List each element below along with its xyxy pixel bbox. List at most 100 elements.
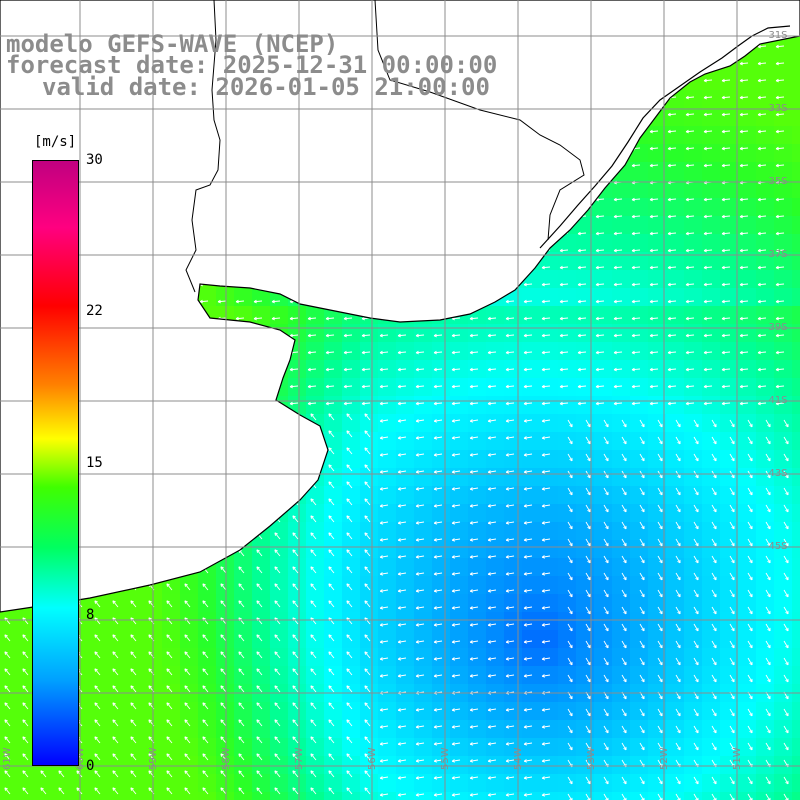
field-cell [648, 738, 666, 756]
field-cell [270, 792, 288, 800]
field-cell [450, 648, 468, 666]
field-cell [630, 288, 648, 306]
field-cell [306, 594, 324, 612]
field-cell [666, 756, 684, 774]
field-cell [468, 756, 486, 774]
field-cell [360, 486, 378, 504]
field-cell [594, 558, 612, 576]
field-cell [234, 720, 252, 738]
field-cell [792, 306, 800, 324]
field-cell [720, 468, 738, 486]
field-cell [540, 504, 558, 522]
field-cell [630, 558, 648, 576]
field-cell [630, 198, 648, 216]
field-cell [522, 468, 540, 486]
field-cell [378, 648, 396, 666]
field-cell [666, 324, 684, 342]
latitude-label: 41S [768, 395, 787, 406]
field-cell [792, 144, 800, 162]
field-cell [306, 792, 324, 800]
field-cell [342, 612, 360, 630]
field-cell [324, 576, 342, 594]
field-cell [414, 540, 432, 558]
field-cell [648, 666, 666, 684]
field-cell [666, 108, 684, 126]
field-cell [180, 666, 198, 684]
field-cell [594, 324, 612, 342]
field-cell [720, 198, 738, 216]
field-cell [792, 198, 800, 216]
field-cell [396, 396, 414, 414]
field-cell [774, 180, 792, 198]
field-cell [234, 756, 252, 774]
field-cell [666, 522, 684, 540]
field-cell [252, 666, 270, 684]
field-cell [558, 288, 576, 306]
field-cell [396, 432, 414, 450]
field-cell [648, 432, 666, 450]
field-cell [576, 720, 594, 738]
field-cell [756, 216, 774, 234]
field-cell [594, 198, 612, 216]
field-cell [774, 594, 792, 612]
field-cell [558, 612, 576, 630]
field-cell [738, 486, 756, 504]
field-cell [288, 306, 306, 324]
field-cell [108, 702, 126, 720]
field-cell [468, 396, 486, 414]
field-cell [504, 468, 522, 486]
field-cell [720, 756, 738, 774]
field-cell [396, 540, 414, 558]
field-cell [486, 792, 504, 800]
field-cell [558, 558, 576, 576]
field-cell [702, 738, 720, 756]
field-cell [342, 378, 360, 396]
field-cell [450, 522, 468, 540]
longitude-label: 55W [440, 747, 451, 770]
field-cell [720, 666, 738, 684]
field-cell [270, 576, 288, 594]
field-cell [594, 522, 612, 540]
field-cell [504, 522, 522, 540]
field-cell [198, 720, 216, 738]
field-cell [432, 630, 450, 648]
field-cell [468, 702, 486, 720]
field-cell [72, 774, 90, 792]
field-cell [756, 630, 774, 648]
field-cell [774, 144, 792, 162]
field-cell [216, 702, 234, 720]
field-cell [234, 576, 252, 594]
field-cell [216, 792, 234, 800]
field-cell [324, 738, 342, 756]
field-cell [540, 648, 558, 666]
field-cell [504, 324, 522, 342]
field-cell [342, 774, 360, 792]
field-cell [540, 792, 558, 800]
field-cell [450, 594, 468, 612]
field-cell [720, 648, 738, 666]
field-cell [576, 594, 594, 612]
field-cell [396, 792, 414, 800]
field-cell [738, 216, 756, 234]
field-cell [612, 648, 630, 666]
field-cell [576, 612, 594, 630]
field-cell [756, 576, 774, 594]
field-cell [198, 774, 216, 792]
field-cell [414, 612, 432, 630]
field-cell [360, 630, 378, 648]
field-cell [684, 252, 702, 270]
field-cell [774, 378, 792, 396]
field-cell [594, 378, 612, 396]
field-cell [396, 558, 414, 576]
field-cell [486, 414, 504, 432]
field-cell [594, 468, 612, 486]
field-cell [396, 324, 414, 342]
field-cell [342, 396, 360, 414]
field-cell [792, 648, 800, 666]
field-cell [630, 756, 648, 774]
field-cell [756, 342, 774, 360]
field-cell [378, 396, 396, 414]
field-cell [288, 774, 306, 792]
field-cell [414, 774, 432, 792]
field-cell [666, 414, 684, 432]
